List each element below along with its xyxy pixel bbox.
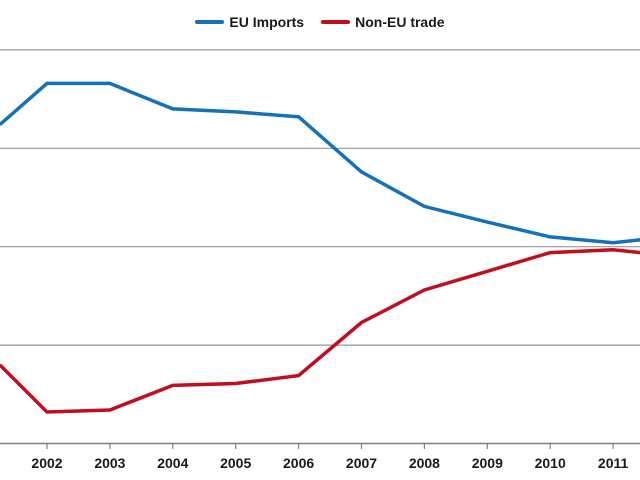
non-eu-trade-line [0,247,640,414]
x-axis-label: 2008 [409,455,440,471]
eu-imports-legend-label: EU Imports [229,14,305,30]
x-axis-label: 2002 [31,455,62,471]
x-axis-label: 2004 [157,455,188,471]
x-axis-label: 2003 [94,455,125,471]
non-eu-trade-legend-label: Non-EU trade [355,14,445,30]
x-axis-label: 2007 [346,455,377,471]
gridlines [0,49,640,445]
x-axis-label: 2009 [472,455,503,471]
series-lines [0,81,640,414]
x-axis: 2002 2003 2004 2005 2006 2007 2008 2009 2010 2011 [31,443,629,471]
non-eu-trade-legend-line-marker [321,20,351,24]
x-axis-label: 2011 [598,455,629,471]
x-axis-label: 2006 [283,455,314,471]
x-axis-label: 2005 [220,455,251,471]
eu-imports-line [0,81,640,245]
chart-legend: EU Imports Non-EU trade [0,0,640,44]
legend-item-non-eu-trade: Non-EU trade [321,14,445,30]
x-axis-label: 2010 [535,455,566,471]
legend-item-eu-imports: EU Imports [195,15,304,29]
eu-imports-legend-line-marker [195,20,225,24]
